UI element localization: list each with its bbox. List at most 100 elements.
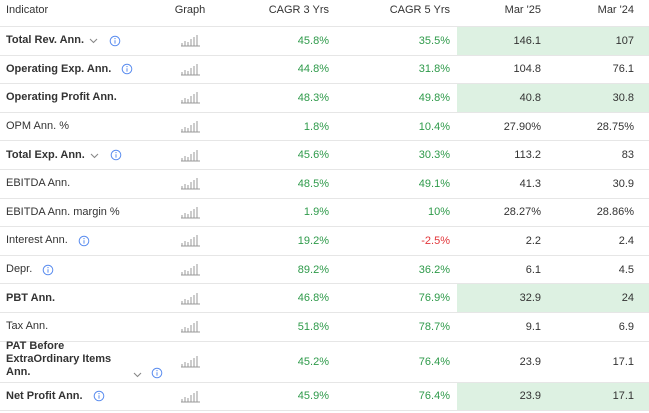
value-cell: 41.3 <box>457 170 548 198</box>
info-icon[interactable] <box>109 35 121 47</box>
graph-icon[interactable] <box>180 263 201 276</box>
expand-chevron[interactable] <box>89 151 100 160</box>
cagr-value: 36.2% <box>418 263 450 276</box>
cagr-cell: 49.1% <box>350 170 450 198</box>
graph-icon[interactable] <box>180 120 201 133</box>
table-row: EBITDA Ann. 48.5% 49.1% 41.3 30.9 <box>0 170 649 199</box>
period-value: 76.1 <box>612 63 634 76</box>
cagr-value: 45.6% <box>297 149 329 162</box>
graph-cell <box>160 199 220 227</box>
table-row: Total Exp. Ann. 45.6% 30.3% 113.2 83 <box>0 141 649 170</box>
table-row: Depr. 89.2% 36.2% 6.1 4.5 <box>0 256 649 285</box>
cagr-cell: 76.4% <box>350 342 450 382</box>
cagr-cell: 45.9% <box>230 383 329 411</box>
cagr-cell: 1.8% <box>230 113 329 141</box>
graph-icon[interactable] <box>180 355 201 368</box>
header-text: CAGR 5 Yrs <box>389 4 450 16</box>
value-cell: 2.4 <box>548 227 649 255</box>
cagr-value: 1.9% <box>303 206 329 219</box>
graph-icon[interactable] <box>180 63 201 76</box>
indicator-label: Operating Profit Ann. <box>6 91 117 104</box>
value-cell: 27.90% <box>457 113 548 141</box>
table-row: Tax Ann. 51.8% 78.7% 9.1 6.9 <box>0 313 649 342</box>
indicator-label: OPM Ann. % <box>6 120 69 133</box>
indicator-cell: Depr. <box>6 256 166 284</box>
indicator-label: PAT Before ExtraOrdinary Items Ann. <box>6 339 112 378</box>
graph-icon[interactable] <box>180 292 201 305</box>
indicator-label: Total Exp. Ann. <box>6 148 85 161</box>
indicator-label: Interest Ann. <box>6 234 68 247</box>
info-icon[interactable] <box>121 63 133 75</box>
value-cell: 28.86% <box>548 199 649 227</box>
cagr-cell: 49.8% <box>350 84 450 112</box>
cagr-value: 1.8% <box>303 120 329 133</box>
info-icon[interactable] <box>78 235 90 247</box>
period-value: 27.90% <box>503 120 541 133</box>
cagr-cell: 35.5% <box>350 27 450 55</box>
graph-icon[interactable] <box>180 177 201 190</box>
period-value: 23.9 <box>519 355 541 368</box>
value-cell: 146.1 <box>457 27 548 55</box>
info-icon[interactable] <box>110 149 122 161</box>
table-row: PBT Ann. 46.8% 76.9% 32.9 24 <box>0 284 649 313</box>
header-cell: Mar '25 <box>457 0 548 26</box>
table-row: EBITDA Ann. margin % 1.9% 10% 28.27% 28.86% <box>0 199 649 228</box>
info-icon[interactable] <box>93 390 105 402</box>
cagr-value: -2.5% <box>421 234 450 247</box>
period-value: 146.1 <box>513 34 541 47</box>
cagr-value: 10% <box>427 206 450 219</box>
table-row: Operating Profit Ann. 48.3% 49.8% 40.8 30.8 <box>0 84 649 113</box>
value-cell: 83 <box>548 141 649 169</box>
period-value: 113.2 <box>514 149 541 162</box>
cagr-value: 30.3% <box>418 149 450 162</box>
info-icon[interactable] <box>42 264 54 276</box>
graph-icon[interactable] <box>180 206 201 219</box>
graph-icon[interactable] <box>180 34 201 47</box>
expand-chevron[interactable] <box>132 370 143 379</box>
value-cell: 24 <box>548 284 649 312</box>
cagr-value: 51.8% <box>297 320 329 333</box>
indicator-cell: PAT Before ExtraOrdinary Items Ann. <box>6 339 166 382</box>
value-cell: 23.9 <box>457 382 548 411</box>
graph-icon[interactable] <box>180 390 201 403</box>
period-value: 23.9 <box>519 390 541 403</box>
graph-icon[interactable] <box>180 234 201 247</box>
info-icon[interactable] <box>151 367 163 379</box>
value-cell: 30.9 <box>548 170 649 198</box>
value-cell: 23.9 <box>457 342 548 382</box>
indicator-label: Depr. <box>6 263 33 276</box>
cagr-value: 76.4% <box>418 390 450 403</box>
indicator-label: PBT Ann. <box>6 291 56 304</box>
expand-chevron[interactable] <box>88 36 99 45</box>
value-cell: 107 <box>548 27 649 55</box>
period-value: 83 <box>621 149 634 162</box>
header-cell: Graph <box>160 0 220 26</box>
value-cell: 28.27% <box>457 199 548 227</box>
graph-icon[interactable] <box>180 91 201 104</box>
value-cell: 2.2 <box>457 227 548 255</box>
period-value: 9.1 <box>525 320 541 333</box>
cagr-value: 10.4% <box>418 120 450 133</box>
graph-icon[interactable] <box>180 149 201 162</box>
graph-cell <box>160 27 220 55</box>
cagr-cell: 45.8% <box>230 27 329 55</box>
cagr-cell: 78.7% <box>350 313 450 341</box>
cagr-cell: 89.2% <box>230 256 329 284</box>
cagr-value: 49.8% <box>418 91 450 104</box>
cagr-cell: 45.6% <box>230 141 329 169</box>
header-text: CAGR 3 Yrs <box>268 4 329 16</box>
cagr-value: 19.2% <box>297 234 329 247</box>
header-cell: CAGR 3 Yrs <box>230 0 329 26</box>
period-value: 17.1 <box>612 390 634 403</box>
value-cell: 113.2 <box>457 141 548 169</box>
header-text: Mar '25 <box>504 4 541 16</box>
graph-cell <box>160 227 220 255</box>
header-cell: CAGR 5 Yrs <box>350 0 450 26</box>
value-cell: 4.5 <box>548 256 649 284</box>
value-cell: 17.1 <box>548 382 649 411</box>
graph-icon[interactable] <box>180 320 201 333</box>
period-value: 2.4 <box>618 234 634 247</box>
graph-cell <box>160 284 220 312</box>
graph-cell <box>160 342 220 382</box>
